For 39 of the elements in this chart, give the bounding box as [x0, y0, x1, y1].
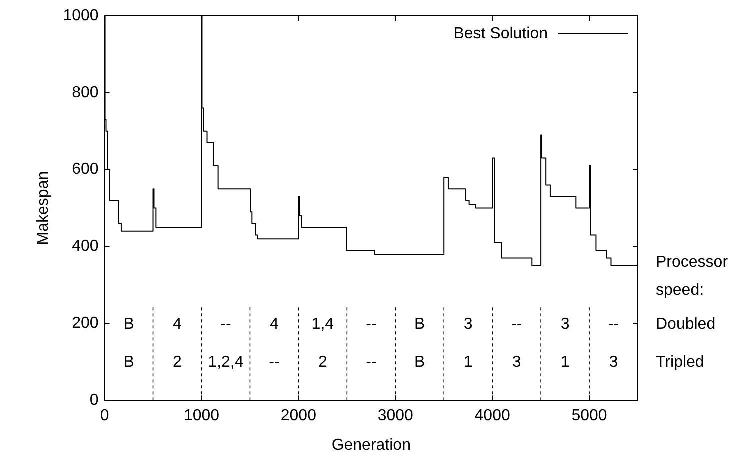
y-tick-label: 1000 [63, 7, 99, 24]
annotation: B [414, 316, 426, 334]
y-tick-label: 600 [72, 161, 99, 178]
annotation: 1 [464, 354, 473, 372]
annotation: -- [366, 316, 377, 334]
legend-label: Best Solution [454, 25, 548, 42]
annotation: B [124, 354, 134, 372]
x-tick-label: 1000 [184, 408, 220, 425]
annotation: B [414, 354, 426, 372]
annotation: -- [608, 316, 620, 334]
x-tick-label: 4000 [474, 408, 510, 425]
annotation: -- [366, 354, 377, 372]
x-tick-label: 2000 [280, 408, 317, 425]
annotation: -- [220, 316, 232, 334]
annotation: B [124, 316, 134, 334]
annotation: 1 [560, 354, 570, 372]
x-tick-label: 5000 [572, 408, 608, 425]
y-tick-label: 400 [72, 238, 99, 256]
x-axis-title: Generation [332, 436, 411, 454]
annotation: 1,2,4 [208, 354, 244, 372]
annotation: -- [511, 316, 522, 334]
annotation: 1,4 [312, 316, 334, 334]
y-tick-label: 200 [72, 315, 99, 332]
y-tick-label: 800 [72, 84, 99, 102]
annotation: 2 [173, 354, 182, 372]
x-tick-label: 3000 [378, 408, 414, 425]
annotation: 3 [560, 316, 570, 334]
annotation: -- [269, 354, 280, 372]
annotation: 4 [173, 316, 182, 334]
annotation: 3 [609, 354, 618, 372]
text: Doubled [656, 316, 716, 334]
annotation: 3 [512, 354, 522, 372]
annotation: 3 [464, 316, 473, 334]
y-tick-label: 0 [90, 392, 99, 410]
y-axis-title: Makespan [35, 171, 52, 246]
text: Tripled [656, 354, 704, 372]
annotation: 2 [318, 354, 328, 372]
annotation: 4 [270, 316, 279, 334]
text: Processor speed: [656, 254, 729, 300]
